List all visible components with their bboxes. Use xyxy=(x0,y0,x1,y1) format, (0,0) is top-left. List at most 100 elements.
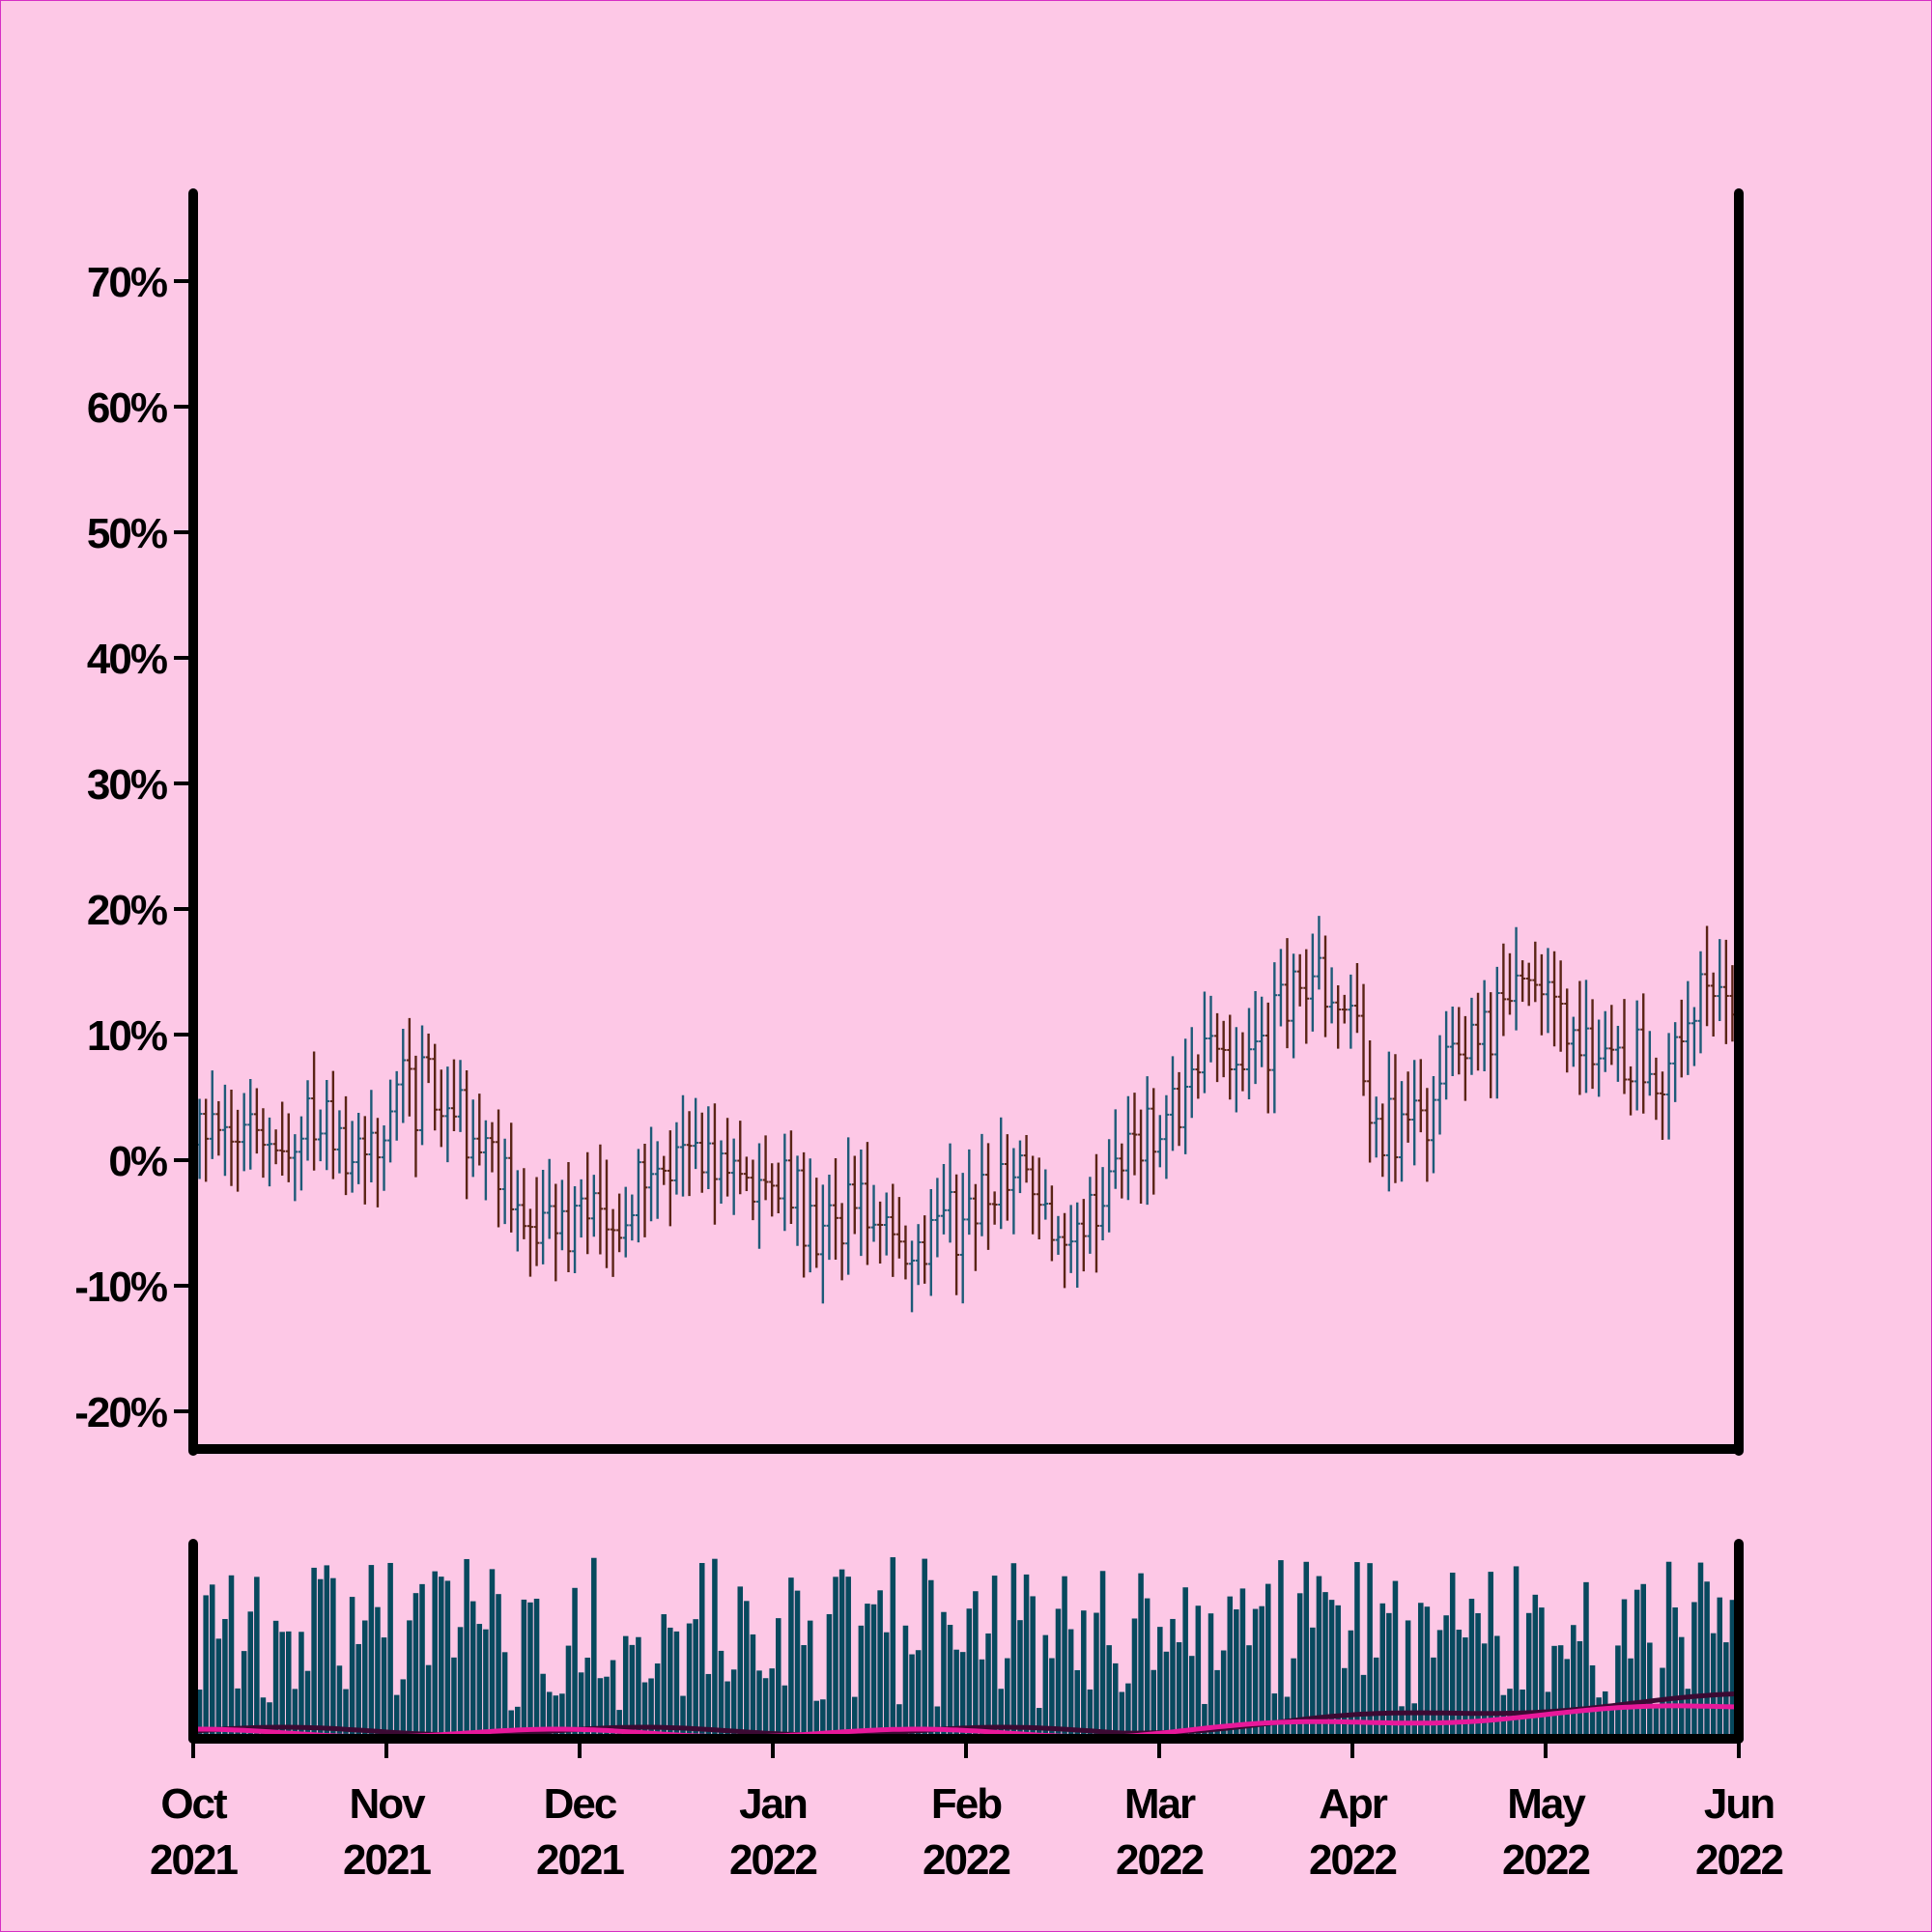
volume-bar xyxy=(1691,1602,1697,1739)
volume-bar xyxy=(1335,1605,1341,1739)
ohlc-bar xyxy=(1367,1039,1374,1163)
volume-bar xyxy=(1094,1612,1099,1739)
ohlc-bar xyxy=(1106,1139,1113,1233)
volume-bar xyxy=(852,1696,858,1739)
ohlc-bar xyxy=(1124,1095,1131,1201)
ohlc-bar xyxy=(209,1070,215,1159)
volume-bar xyxy=(469,1601,476,1739)
volume-bar xyxy=(973,1591,979,1739)
ohlc-bar xyxy=(501,1138,508,1225)
ohlc-bar xyxy=(801,1151,808,1278)
volume-bar xyxy=(1710,1633,1717,1739)
volume-bar xyxy=(686,1623,693,1739)
ohlc-bar xyxy=(1564,988,1571,1073)
ohlc-bar xyxy=(1685,980,1691,1075)
ohlc-bar xyxy=(1055,1215,1062,1255)
volume-bar xyxy=(820,1699,826,1739)
volume-bar xyxy=(540,1673,546,1739)
ohlc-bar xyxy=(1259,996,1265,1067)
y-tick-label: 20% xyxy=(87,887,167,934)
volume-bar xyxy=(1494,1635,1500,1739)
ohlc-bar xyxy=(870,1184,877,1242)
volume-bar xyxy=(865,1604,870,1739)
volume-bar xyxy=(247,1611,254,1739)
ohlc-bar xyxy=(558,1179,565,1251)
volume-bar xyxy=(1010,1563,1017,1739)
ohlc-bar xyxy=(1596,1019,1603,1097)
volume-bar xyxy=(464,1558,469,1739)
volume-bar xyxy=(826,1613,833,1739)
volume-bar xyxy=(235,1688,241,1739)
ohlc-bar xyxy=(521,1168,527,1239)
ohlc-bar xyxy=(267,1117,272,1187)
ohlc-bar xyxy=(1227,1014,1234,1100)
ohlc-bar xyxy=(1545,948,1551,1034)
volume-bar xyxy=(737,1586,744,1739)
x-tick-month: Dec xyxy=(544,1780,617,1828)
ohlc-bar xyxy=(1341,994,1348,1024)
volume-bar xyxy=(565,1645,572,1739)
volume-bar xyxy=(1608,1709,1615,1739)
ohlc-bar xyxy=(317,1109,324,1162)
volume-bar xyxy=(744,1601,750,1739)
volume-bar xyxy=(1589,1664,1596,1739)
volume-bar xyxy=(966,1608,973,1739)
volume-bar xyxy=(781,1685,788,1739)
ohlc-bar xyxy=(425,1033,432,1084)
ohlc-bar xyxy=(845,1137,852,1275)
volume-bar xyxy=(858,1625,865,1739)
volume-bar xyxy=(439,1577,444,1739)
volume-bar xyxy=(1354,1562,1360,1739)
volume-bar xyxy=(1436,1630,1443,1739)
volume-bar xyxy=(718,1650,724,1739)
x-tick-year: 2022 xyxy=(1695,1836,1782,1884)
volume-bar xyxy=(533,1598,540,1739)
x-tick-year: 2022 xyxy=(1502,1836,1589,1884)
ohlc-bar xyxy=(1672,1022,1679,1102)
volume-bar xyxy=(419,1583,425,1739)
ohlc-bar xyxy=(489,1122,496,1173)
ohlc-bar xyxy=(1690,1007,1697,1066)
ohlc-bar xyxy=(711,1103,718,1225)
volume-bar xyxy=(1144,1598,1151,1739)
ohlc-bar xyxy=(787,1130,794,1224)
volume-bar xyxy=(979,1659,985,1739)
ohlc-bar xyxy=(858,1149,865,1257)
volume-bar xyxy=(1099,1571,1106,1739)
ohlc-bar xyxy=(1665,1033,1672,1140)
ohlc-bar xyxy=(469,1099,476,1178)
volume-bar xyxy=(1303,1561,1310,1739)
ohlc-bar xyxy=(298,1116,304,1191)
volume-bar xyxy=(355,1643,361,1739)
volume-bar xyxy=(985,1633,991,1739)
ohlc-bar xyxy=(902,1225,909,1280)
ohlc-bar xyxy=(1507,952,1513,1015)
volume-bar xyxy=(508,1710,514,1739)
volume-bar xyxy=(769,1668,775,1739)
ohlc-bar xyxy=(247,1079,254,1170)
volume-bar xyxy=(241,1651,247,1739)
ohlc-bar xyxy=(590,1175,597,1237)
ohlc-bar xyxy=(1023,1134,1030,1183)
ohlc-bar xyxy=(826,1174,833,1261)
ohlc-bar xyxy=(349,1121,355,1193)
volume-bar xyxy=(527,1602,533,1739)
ohlc-bar xyxy=(781,1133,788,1232)
ohlc-bar xyxy=(1430,1076,1436,1174)
volume-bar xyxy=(1685,1689,1691,1739)
volume-bar xyxy=(591,1557,597,1739)
ohlc-bar xyxy=(203,1098,210,1182)
ohlc-bar xyxy=(1296,953,1303,1007)
ohlc-bar xyxy=(368,1090,375,1183)
volume-bar xyxy=(610,1660,616,1739)
volume-bar xyxy=(1227,1596,1234,1739)
y-tick-label: -10% xyxy=(74,1264,167,1311)
volume-bar xyxy=(1672,1607,1678,1739)
volume-bar xyxy=(298,1632,304,1739)
ohlc-bar xyxy=(1392,1054,1399,1183)
ohlc-bar xyxy=(661,1155,668,1185)
ohlc-bar xyxy=(1621,999,1628,1094)
volume-bar xyxy=(1431,1657,1436,1739)
y-tick-label: 70% xyxy=(87,259,167,306)
